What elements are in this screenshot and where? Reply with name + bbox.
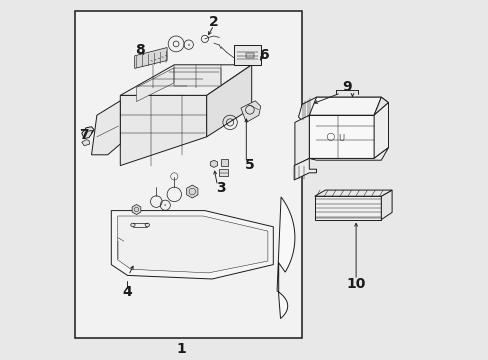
Text: U: U	[338, 134, 344, 143]
Polygon shape	[136, 68, 174, 102]
Text: 8: 8	[135, 43, 144, 57]
Polygon shape	[186, 185, 198, 198]
Ellipse shape	[145, 223, 149, 227]
Bar	[246, 53, 253, 58]
Text: 5: 5	[244, 158, 254, 172]
Polygon shape	[91, 101, 120, 155]
Polygon shape	[309, 97, 381, 115]
Polygon shape	[210, 160, 217, 167]
Polygon shape	[314, 196, 381, 220]
Polygon shape	[373, 97, 387, 115]
Text: 3: 3	[216, 181, 225, 195]
Text: 6: 6	[259, 48, 268, 62]
Ellipse shape	[130, 223, 135, 227]
Text: 10: 10	[346, 277, 365, 291]
Text: 2: 2	[208, 15, 218, 29]
Polygon shape	[206, 65, 251, 137]
Polygon shape	[309, 115, 373, 158]
Text: 7: 7	[80, 128, 89, 142]
Polygon shape	[118, 216, 267, 273]
Polygon shape	[241, 101, 260, 122]
Bar	[233, 45, 260, 65]
Polygon shape	[309, 148, 387, 160]
Polygon shape	[111, 211, 273, 279]
Polygon shape	[294, 158, 316, 180]
Polygon shape	[174, 68, 221, 86]
Polygon shape	[132, 204, 141, 215]
Polygon shape	[81, 140, 89, 146]
Polygon shape	[120, 65, 251, 95]
Polygon shape	[120, 95, 206, 166]
Polygon shape	[381, 190, 391, 220]
Polygon shape	[373, 103, 387, 158]
Bar	[219, 169, 228, 176]
Polygon shape	[81, 127, 94, 139]
Polygon shape	[316, 97, 387, 103]
Text: 9: 9	[342, 80, 351, 94]
Bar	[75, 11, 302, 338]
Polygon shape	[277, 197, 294, 319]
Text: 1: 1	[176, 342, 186, 356]
Text: 4: 4	[122, 285, 132, 299]
Polygon shape	[314, 190, 391, 196]
Bar	[221, 159, 228, 166]
Polygon shape	[294, 115, 309, 166]
Polygon shape	[134, 48, 167, 68]
Polygon shape	[298, 97, 320, 121]
